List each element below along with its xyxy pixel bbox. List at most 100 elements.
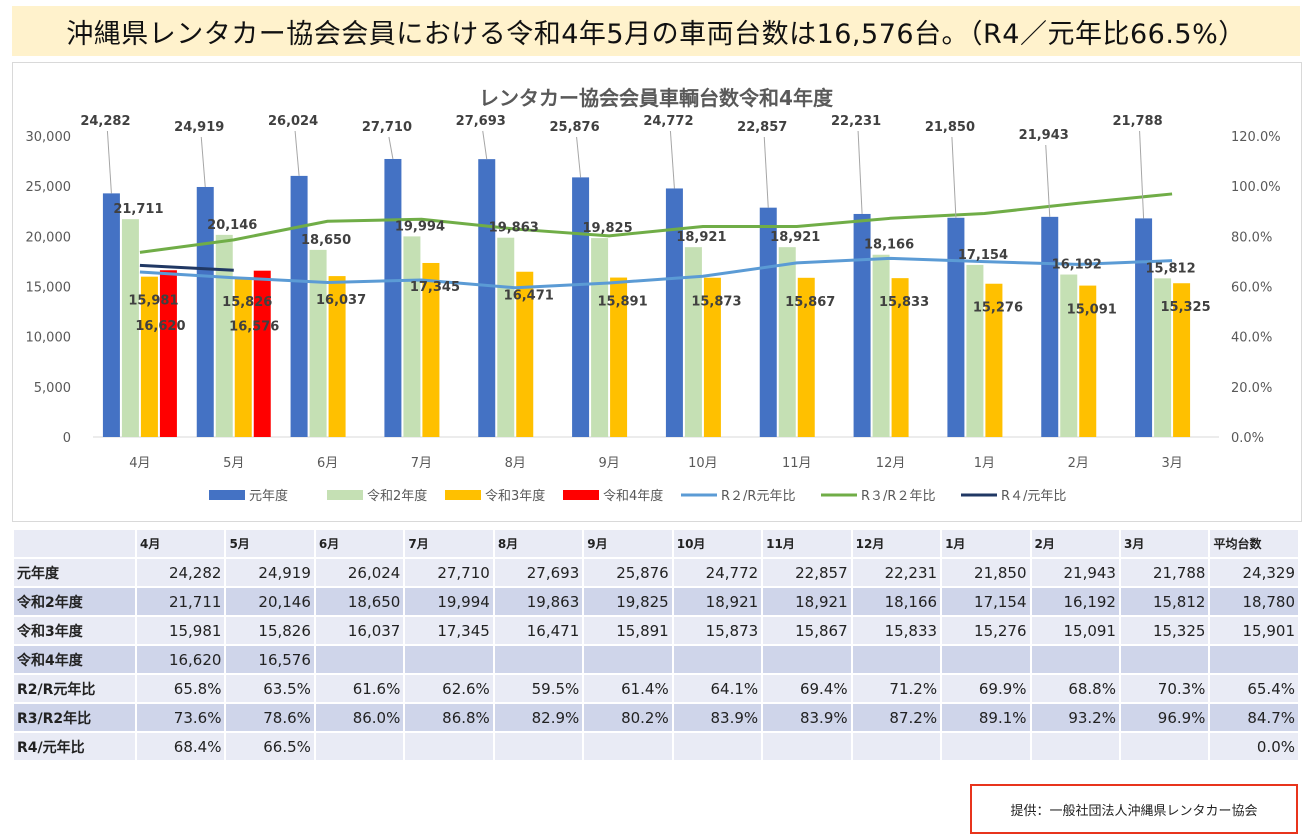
table-row: R4/元年比 68.4% 66.5% 0.0%: [14, 733, 1298, 760]
table-cell: 26,024: [315, 559, 404, 586]
table-cell: [852, 733, 941, 760]
table-cell: 86.8%: [405, 704, 493, 731]
data-label-leader-line: [294, 130, 300, 176]
bar-令和3年度: [703, 277, 721, 437]
data-label-leader-line: [388, 136, 394, 160]
table-row-label: 令和4年度: [14, 646, 135, 673]
chart-title: レンタカー協会会員車輌台数令和4年度: [479, 86, 834, 110]
data-label-元年度: 24,772: [643, 114, 693, 129]
source-credit: 提供：一般社団法人沖縄県レンタカー協会: [970, 784, 1298, 834]
table-column-header: 4月: [137, 530, 225, 557]
table-cell: 89.1%: [942, 704, 1030, 731]
data-label-元年度: 21,788: [1112, 114, 1162, 129]
bar-令和4年度: [253, 270, 271, 437]
bar-令和3年度: [516, 271, 534, 437]
table-cell: 15,826: [226, 617, 314, 644]
legend-label: R３/R２年比: [861, 489, 935, 504]
x-axis-tick-label: 6月: [317, 456, 338, 471]
table-cell: 24,282: [137, 559, 225, 586]
data-label-令和3年度: 17,345: [410, 280, 460, 295]
bar-元年度: [947, 217, 965, 437]
table-cell: 18,921: [763, 588, 851, 615]
y-axis-tick-label: 5,000: [34, 381, 71, 396]
x-axis-tick-label: 8月: [505, 456, 526, 471]
data-label-令和3年度: 15,891: [597, 295, 647, 310]
x-axis-tick-label: 1月: [974, 456, 995, 471]
data-label-令和2年度: 16,192: [1052, 258, 1102, 273]
table-cell: 19,994: [405, 588, 493, 615]
table-cell: 15,867: [763, 617, 851, 644]
data-label-leader-line: [1139, 130, 1145, 219]
bar-令和3年度: [985, 283, 1003, 437]
legend-swatch-令和2年度: [327, 490, 363, 500]
table-cell: 24,919: [226, 559, 314, 586]
table-column-header: 10月: [673, 530, 762, 557]
table-column-header: 9月: [584, 530, 672, 557]
line-series-R２/R元年比: [139, 256, 1173, 290]
data-label-元年度: 25,876: [549, 120, 599, 135]
x-axis-tick-label: 11月: [782, 456, 812, 471]
table-cell: 62.6%: [405, 675, 493, 702]
table-header-row: 4月 5月 6月 7月 8月 9月 10月 11月 12月 1月 2月 3月 平均台数: [14, 530, 1298, 557]
bar-令和3年度: [234, 278, 252, 437]
bar-令和2年度: [403, 236, 421, 437]
table-cell: [1031, 733, 1119, 760]
data-label-leader-line: [482, 130, 488, 160]
legend-swatch-令和3年度: [445, 490, 481, 500]
table-cell: [315, 646, 404, 673]
x-axis-tick-label: 9月: [598, 456, 619, 471]
table-cell: [1210, 646, 1298, 673]
x-axis-tick-label: 7月: [411, 456, 432, 471]
data-label-leader-line: [200, 136, 206, 188]
table-row-label: R3/R2年比: [14, 704, 135, 731]
table-column-header: 3月: [1120, 530, 1209, 557]
y-axis-tick-label: 0: [63, 431, 71, 446]
x-axis-tick-label: 2月: [1068, 456, 1089, 471]
data-label-令和2年度: 19,863: [489, 221, 539, 236]
legend-label: R２/R元年比: [721, 489, 795, 504]
vehicle-count-chart: レンタカー協会会員車輌台数令和4年度 0 5,000 10,000 15,000 20,0…: [26, 86, 1281, 504]
table-cell: 82.9%: [494, 704, 583, 731]
table-cell: 64.1%: [673, 675, 762, 702]
table-cell: 84.7%: [1210, 704, 1298, 731]
table-cell: 0.0%: [1210, 733, 1298, 760]
table-cell: [494, 733, 583, 760]
table-cell: [584, 733, 672, 760]
legend-swatch-令和4年度: [563, 490, 599, 500]
table-cell: 27,693: [494, 559, 583, 586]
table-cell: 71.2%: [852, 675, 941, 702]
data-label-元年度: 21,943: [1019, 128, 1069, 143]
table-cell: 61.6%: [315, 675, 404, 702]
table-cell: [763, 646, 851, 673]
table-column-header: 11月: [763, 530, 851, 557]
table-cell: [673, 733, 762, 760]
table-cell: 22,231: [852, 559, 941, 586]
table-column-header: 平均台数: [1210, 530, 1298, 557]
x-axis-tick-label: 12月: [876, 456, 906, 471]
table-cell: [315, 733, 404, 760]
data-label-leader-line: [1045, 144, 1051, 217]
data-label-令和2年度: 18,921: [770, 230, 820, 245]
y2-axis-tick-label: 60.0%: [1231, 281, 1272, 296]
table-cell: [673, 646, 762, 673]
y-axis-tick-label: 25,000: [26, 180, 72, 195]
y-axis-tick-label: 10,000: [26, 331, 72, 346]
table-cell: 86.0%: [315, 704, 404, 731]
table-column-header: 2月: [1031, 530, 1119, 557]
line-series-R３/R２年比: [139, 192, 1173, 254]
legend-label: 元年度: [249, 488, 288, 504]
table-cell: 15,276: [942, 617, 1030, 644]
table-cell: 17,345: [405, 617, 493, 644]
table-cell: 19,863: [494, 588, 583, 615]
data-label-leader-line: [951, 136, 957, 218]
bar-令和3年度: [1173, 283, 1191, 437]
y-axis-tick-label: 30,000: [26, 130, 72, 145]
bar-令和2年度: [121, 219, 139, 437]
data-label-元年度: 27,710: [362, 120, 412, 135]
bar-令和3年度: [891, 278, 909, 437]
table-column-header: 5月: [226, 530, 314, 557]
table-column-header: 8月: [494, 530, 583, 557]
table-cell: 65.8%: [137, 675, 225, 702]
bar-令和3年度: [610, 277, 628, 437]
legend-swatch-元年度: [209, 490, 245, 500]
